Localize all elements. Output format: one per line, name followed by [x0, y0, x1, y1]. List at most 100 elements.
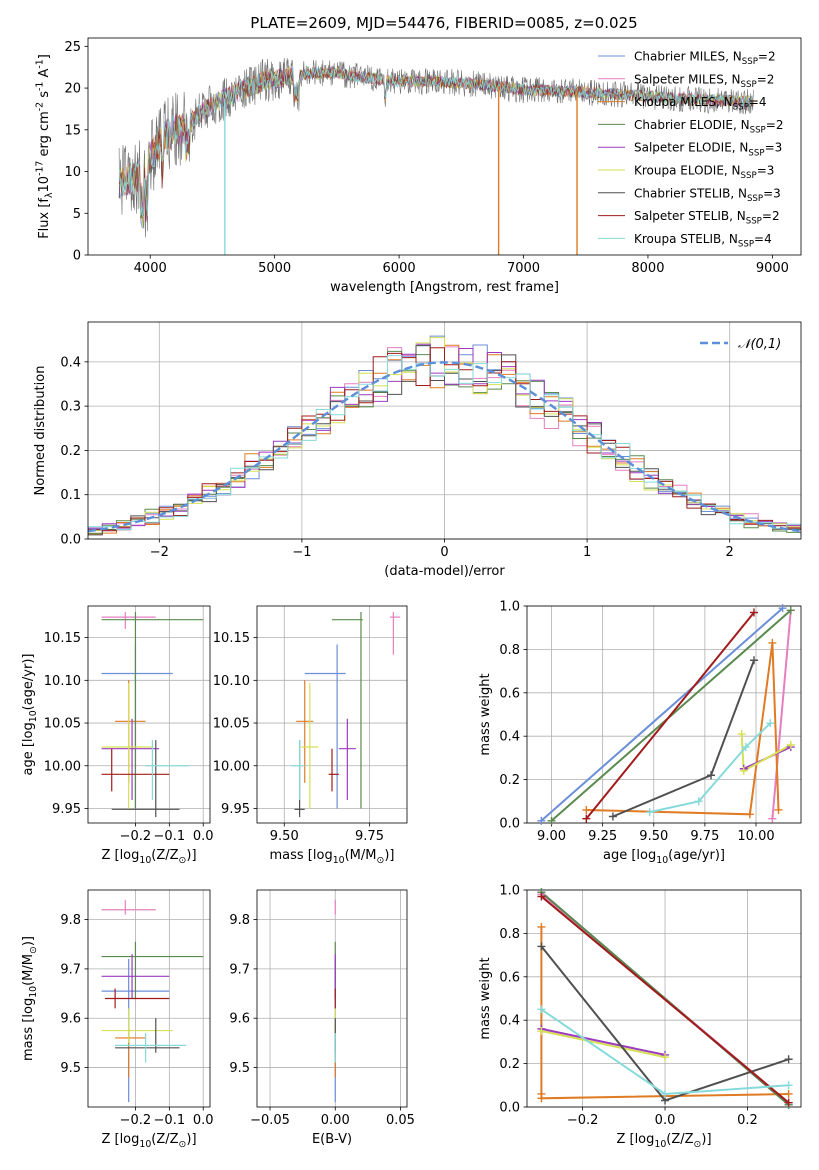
x-tick-label: 9.25 — [588, 829, 617, 844]
legend-label: Salpeter STELIB, NSSP=2 — [634, 209, 780, 227]
y-tick-label: 10.00 — [44, 759, 81, 774]
errorbar-point — [115, 680, 146, 783]
y-tick-label: 0.6 — [499, 970, 520, 985]
x-tick-label: 6000 — [383, 261, 416, 276]
errorbar-point — [101, 899, 156, 915]
legend-label: Salpeter ELODIE, NSSP=3 — [634, 141, 782, 159]
errorbar-point — [101, 682, 153, 809]
errorbar-point — [115, 1028, 146, 1078]
errorbar-point — [101, 611, 156, 630]
mass-weight-marker — [784, 1098, 793, 1107]
x-tick-label: 0.0 — [655, 1113, 676, 1128]
mass-weight-line — [541, 1030, 666, 1059]
mass-weight-marker — [537, 816, 546, 825]
y-tick-label: 10.05 — [44, 717, 81, 732]
y-tick-label: 10.05 — [213, 717, 250, 732]
mass-weight-marker — [547, 816, 556, 825]
legend-label: Salpeter MILES, NSSP=2 — [634, 72, 774, 90]
errorbar-point — [389, 611, 401, 655]
y-tick-label: 9.95 — [52, 802, 81, 817]
age-vs-mass-panel: 9.50 9.75 9.95 10.00 10.05 10.10 10.15 mass [lo… — [213, 605, 408, 866]
y-tick-label: 0.2 — [499, 773, 520, 788]
legend-label: Chabrier STELIB, NSSP=3 — [634, 186, 781, 204]
mass-weight-marker — [694, 797, 703, 806]
y-tick-label: 0.1 — [60, 488, 81, 503]
x-axis-label: wavelength [Angstrom, rest frame] — [330, 280, 559, 295]
y-tick-label: 9.6 — [60, 1012, 81, 1027]
y-tick-label: 1.0 — [499, 600, 520, 615]
plot-area — [88, 335, 801, 537]
plot-area — [101, 899, 204, 1103]
mass-weight-marker — [661, 1089, 670, 1098]
y-tick-label: 1.0 — [499, 884, 520, 899]
axes-frame — [526, 605, 802, 824]
y-tick-label: 10 — [64, 165, 81, 180]
x-axis-label: (data-model)/error — [384, 564, 505, 579]
weight-vs-Z-panel: −0.2 0.0 0.2 0.0 0.2 0.4 0.6 0.8 1.0 Z [log10(Z/Z… — [478, 884, 802, 1150]
mass-weight-line — [540, 607, 784, 822]
y-axis-label: mass weight — [478, 957, 493, 1039]
x-tick-label: 0.00 — [321, 1113, 350, 1128]
errorbar-point — [338, 718, 356, 800]
y-tick-label: 0.8 — [499, 643, 520, 658]
residual-histogram — [88, 347, 801, 535]
errorbar-point — [101, 1008, 173, 1043]
x-axis-label: Z [log10(Z/Z⊙)] — [101, 848, 196, 866]
plot-area — [101, 611, 204, 818]
y-tick-label: 0.6 — [499, 686, 520, 701]
mass-weight-marker — [537, 922, 546, 931]
x-axis-label: mass [log10(M/M⊙)] — [270, 848, 395, 866]
mass-weight-marker — [766, 719, 775, 728]
mass-weight-marker — [778, 604, 787, 613]
mass-weight-line — [771, 610, 792, 819]
y-tick-label: 0.4 — [60, 355, 81, 370]
errorbar-point — [115, 1018, 180, 1053]
y-tick-label: 10.15 — [44, 631, 81, 646]
y-tick-label: 9.7 — [60, 962, 81, 977]
normal-reference-curve — [88, 361, 801, 533]
x-tick-label: 9.75 — [690, 829, 719, 844]
mass-weight-marker — [749, 656, 758, 665]
y-axis-label: Normed distribution — [33, 366, 48, 496]
errorbar-point — [296, 680, 314, 783]
mass-weight-line — [540, 895, 790, 1104]
mass-weight-line — [649, 722, 771, 814]
mass-weight-marker — [784, 1089, 793, 1098]
errorbar-point — [111, 740, 180, 818]
mass-weight-marker — [608, 812, 617, 821]
plot-area — [118, 57, 754, 255]
mass-weight-marker — [739, 766, 748, 775]
errorbar-point — [101, 941, 204, 999]
axes-frame — [526, 889, 802, 1108]
y-tick-label: 10.10 — [213, 674, 250, 689]
errorbar-point — [101, 954, 170, 999]
errorbar-point — [101, 718, 160, 800]
mass-weight-line — [586, 642, 780, 816]
errorbar-point — [104, 988, 170, 1009]
x-tick-label: 0.0 — [193, 1113, 214, 1128]
x-tick-label: −0.1 — [154, 829, 186, 844]
x-tick-label: 9.50 — [270, 829, 299, 844]
mass-weight-marker — [582, 814, 591, 823]
x-tick-label: −2 — [150, 545, 169, 560]
y-tick-label: 0.8 — [499, 927, 520, 942]
y-tick-label: 20 — [64, 82, 81, 97]
errorbar-point — [101, 748, 170, 792]
x-tick-label: −0.2 — [567, 1113, 599, 1128]
x-axis-label: E(B-V) — [312, 1132, 352, 1147]
x-tick-label: 1 — [583, 545, 591, 560]
mass-weight-marker — [537, 1027, 546, 1036]
x-axis-label: age [log10(age/yr)] — [603, 848, 725, 866]
x-tick-label: 8000 — [631, 261, 664, 276]
y-tick-label: 0.3 — [60, 400, 81, 415]
mass-weight-marker — [582, 805, 591, 814]
errorbar-point — [301, 682, 319, 809]
legend-label: Kroupa STELIB, NSSP=4 — [634, 232, 772, 250]
plot-area — [540, 607, 792, 822]
mass-vs-Z-panel: −0.2 −0.1 0.0 9.5 9.6 9.7 9.8 Z [log10(Z/Z⊙)] ma… — [21, 889, 214, 1150]
mass-weight-marker — [737, 730, 746, 739]
y-tick-label: 0.0 — [499, 1101, 520, 1116]
mass-weight-marker — [774, 805, 783, 814]
y-axis-label: mass weight — [478, 673, 493, 755]
